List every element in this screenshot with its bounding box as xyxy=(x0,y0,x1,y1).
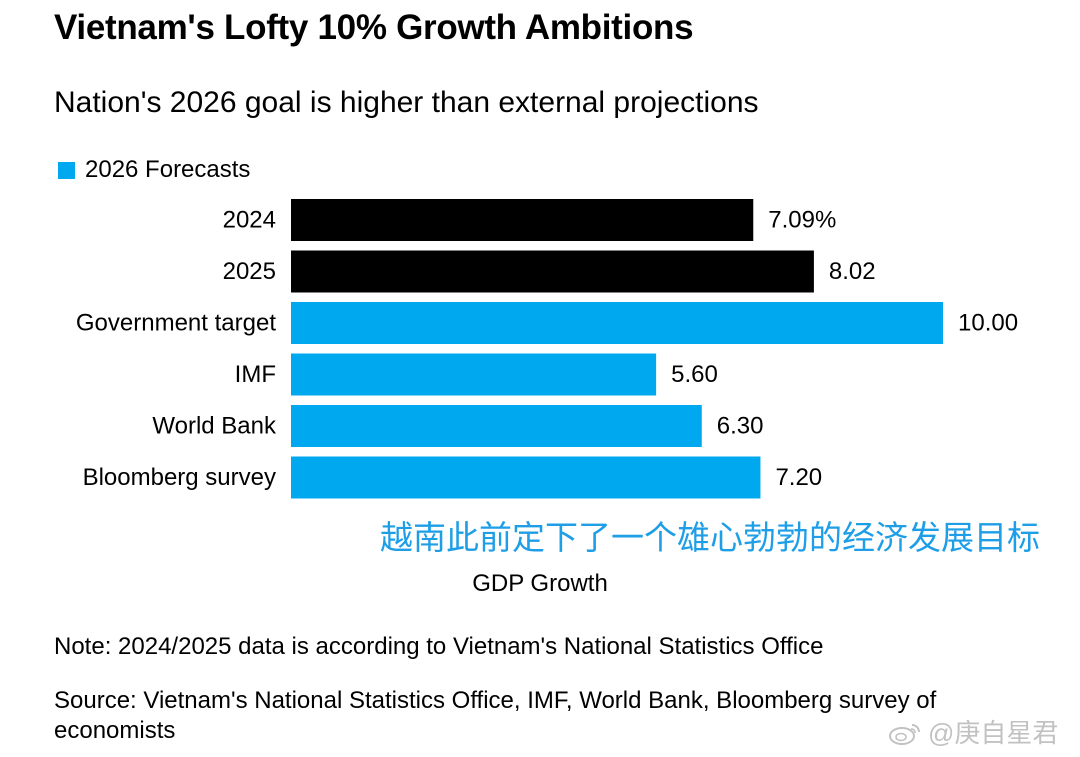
category-label: Government target xyxy=(76,310,276,337)
bar xyxy=(291,353,657,396)
bar xyxy=(291,199,754,241)
chart-source: Source: Vietnam's National Statistics Of… xyxy=(54,687,937,744)
chart-subtitle: Nation's 2026 goal is higher than extern… xyxy=(54,86,759,119)
category-label: 2025 xyxy=(223,258,276,285)
chart-title: Vietnam's Lofty 10% Growth Ambitions xyxy=(54,8,694,47)
legend: 2026 Forecasts xyxy=(58,155,250,185)
bar-chart: 2024 7.09% 2025 8.02 Government target 10.00 I… xyxy=(76,199,1018,499)
bar xyxy=(291,302,943,344)
value-label: 8.02 xyxy=(829,258,876,285)
bar xyxy=(291,405,702,447)
category-label: World Bank xyxy=(152,413,277,440)
value-label: 7.20 xyxy=(775,464,822,491)
value-label: 5.60 xyxy=(671,361,718,388)
category-label: Bloomberg survey xyxy=(83,464,276,491)
watermark-text: @庚自星君 xyxy=(928,718,1059,748)
value-label: 10.00 xyxy=(958,310,1018,337)
bar xyxy=(291,250,814,293)
bar xyxy=(291,456,761,499)
caption-overlay: 越南此前定下了一个雄心勃勃的经济发展目标 xyxy=(380,519,1040,556)
value-label: 6.30 xyxy=(717,413,764,440)
legend-swatch xyxy=(58,161,75,179)
x-axis-label: GDP Growth xyxy=(472,570,608,597)
watermark: @庚自星君 xyxy=(888,716,1058,750)
value-label: 7.09% xyxy=(768,207,836,234)
legend-label: 2026 Forecasts xyxy=(85,156,251,183)
chart-note: Note: 2024/2025 data is according to Vie… xyxy=(54,633,824,660)
category-label: IMF xyxy=(235,361,276,388)
weibo-logo-icon xyxy=(889,724,920,745)
category-label: 2024 xyxy=(223,207,276,234)
